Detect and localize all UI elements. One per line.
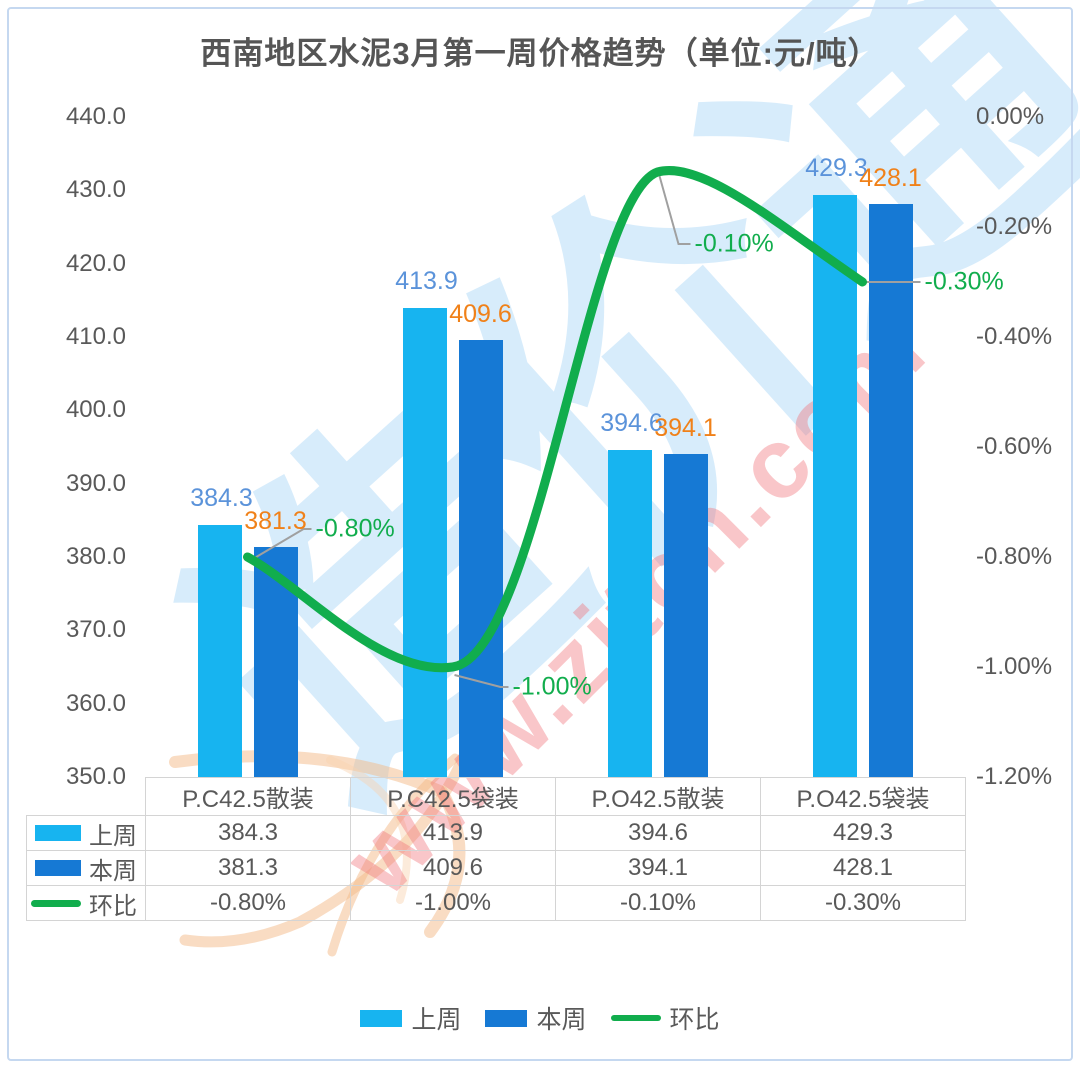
bar-lastweek [607,449,652,777]
legend: 上周 本周 环比 [0,1000,1080,1036]
legend-label: 环比 [669,1006,720,1034]
bar-value-label-thisweek: 394.1 [654,413,717,442]
legend-bar-swatch [35,860,81,876]
bar-lastweek [197,525,242,777]
right-axis-tick: -0.40% [976,323,1053,350]
left-axis-tick: 350.0 [65,763,126,790]
ratio-value-label: -1.00% [512,672,592,701]
label-leader-line [248,528,312,562]
table-key-cell: 环比 [26,885,145,921]
legend-bar-swatch [485,1009,528,1027]
table-key-label: 上周 [89,822,137,850]
chart-title: 西南地区水泥3月第一周价格趋势（单位:元/吨） [200,36,880,71]
table-header-cell: P.O42.5袋装 [761,778,966,816]
left-axis-tick: 430.0 [65,176,126,204]
table-value-cell: 384.3 [146,816,351,851]
bar-thisweek [663,453,708,777]
left-axis-tick: 370.0 [65,616,126,644]
bar-thisweek [868,204,913,777]
table-header-cell: P.O42.5散装 [556,778,761,816]
right-axis-tick: -1.20% [976,763,1053,790]
left-axis-tick: 360.0 [65,689,126,717]
table-header-cell: P.C42.5散装 [146,778,351,816]
left-axis-tick: 410.0 [65,323,126,350]
right-axis-tick: -0.80% [976,543,1053,570]
left-axis-tick: 400.0 [65,396,126,424]
ratio-value-label: -0.10% [694,229,774,258]
legend-label: 上周 [411,1006,462,1034]
table-key-cell: 本周 [26,850,145,886]
left-axis-tick: 390.0 [65,469,126,497]
table-value-cell: 409.6 [351,851,556,886]
table-value-cell: -0.80% [146,886,351,921]
bar-lastweek [812,195,857,777]
left-axis-tick: 380.0 [65,543,126,570]
right-axis-tick: -0.20% [976,213,1053,240]
bar-value-label-thisweek: 428.1 [859,164,922,193]
table-value-cell: 381.3 [146,851,351,886]
table-value-cell: -0.30% [761,886,966,921]
table-key-label: 环比 [89,892,137,920]
bar-lastweek [402,308,447,777]
label-leader-line [658,175,691,245]
table-value-cell: 394.1 [556,851,761,886]
right-axis-tick: -0.60% [976,433,1053,460]
legend-line-swatch [610,1015,661,1021]
bar-value-label-lastweek: 384.3 [190,484,253,513]
legend-item: 环比 [610,1000,720,1036]
table-value-cell: -1.00% [351,886,556,921]
table-key-label: 本周 [89,857,137,885]
legend-label: 本周 [536,1006,587,1034]
left-axis-tick: 440.0 [65,103,126,130]
table-header-cell: P.C42.5袋装 [351,778,556,816]
left-axis-tick: 420.0 [65,249,126,277]
legend-bar-swatch [35,825,81,841]
bar-value-label-thisweek: 381.3 [244,507,307,536]
table-value-cell: 429.3 [761,816,966,851]
table-value-cell: 428.1 [761,851,966,886]
ratio-value-label: -0.30% [924,267,1004,296]
bar-value-label-thisweek: 409.6 [449,299,512,328]
table-value-cell: -0.10% [556,886,761,921]
ratio-value-label: -0.80% [315,514,395,543]
bar-value-label-lastweek: 413.9 [395,267,458,296]
table-value-cell: 413.9 [351,816,556,851]
label-leader-line [454,674,509,688]
bar-thisweek [458,339,503,777]
right-axis-tick: -1.00% [976,653,1053,680]
legend-line-swatch [31,899,81,907]
legend-item: 本周 [485,1000,587,1036]
table-key-cell: 上周 [26,815,145,851]
legend-item: 上周 [360,1000,461,1036]
table-value-cell: 394.6 [556,816,761,851]
ratio-line [243,166,867,673]
right-axis-tick: 0.00% [976,103,1045,130]
table-grid [145,777,966,921]
bar-value-label-lastweek: 394.6 [600,408,663,437]
bar-value-label-lastweek: 429.3 [805,154,868,183]
legend-bar-swatch [360,1009,403,1027]
